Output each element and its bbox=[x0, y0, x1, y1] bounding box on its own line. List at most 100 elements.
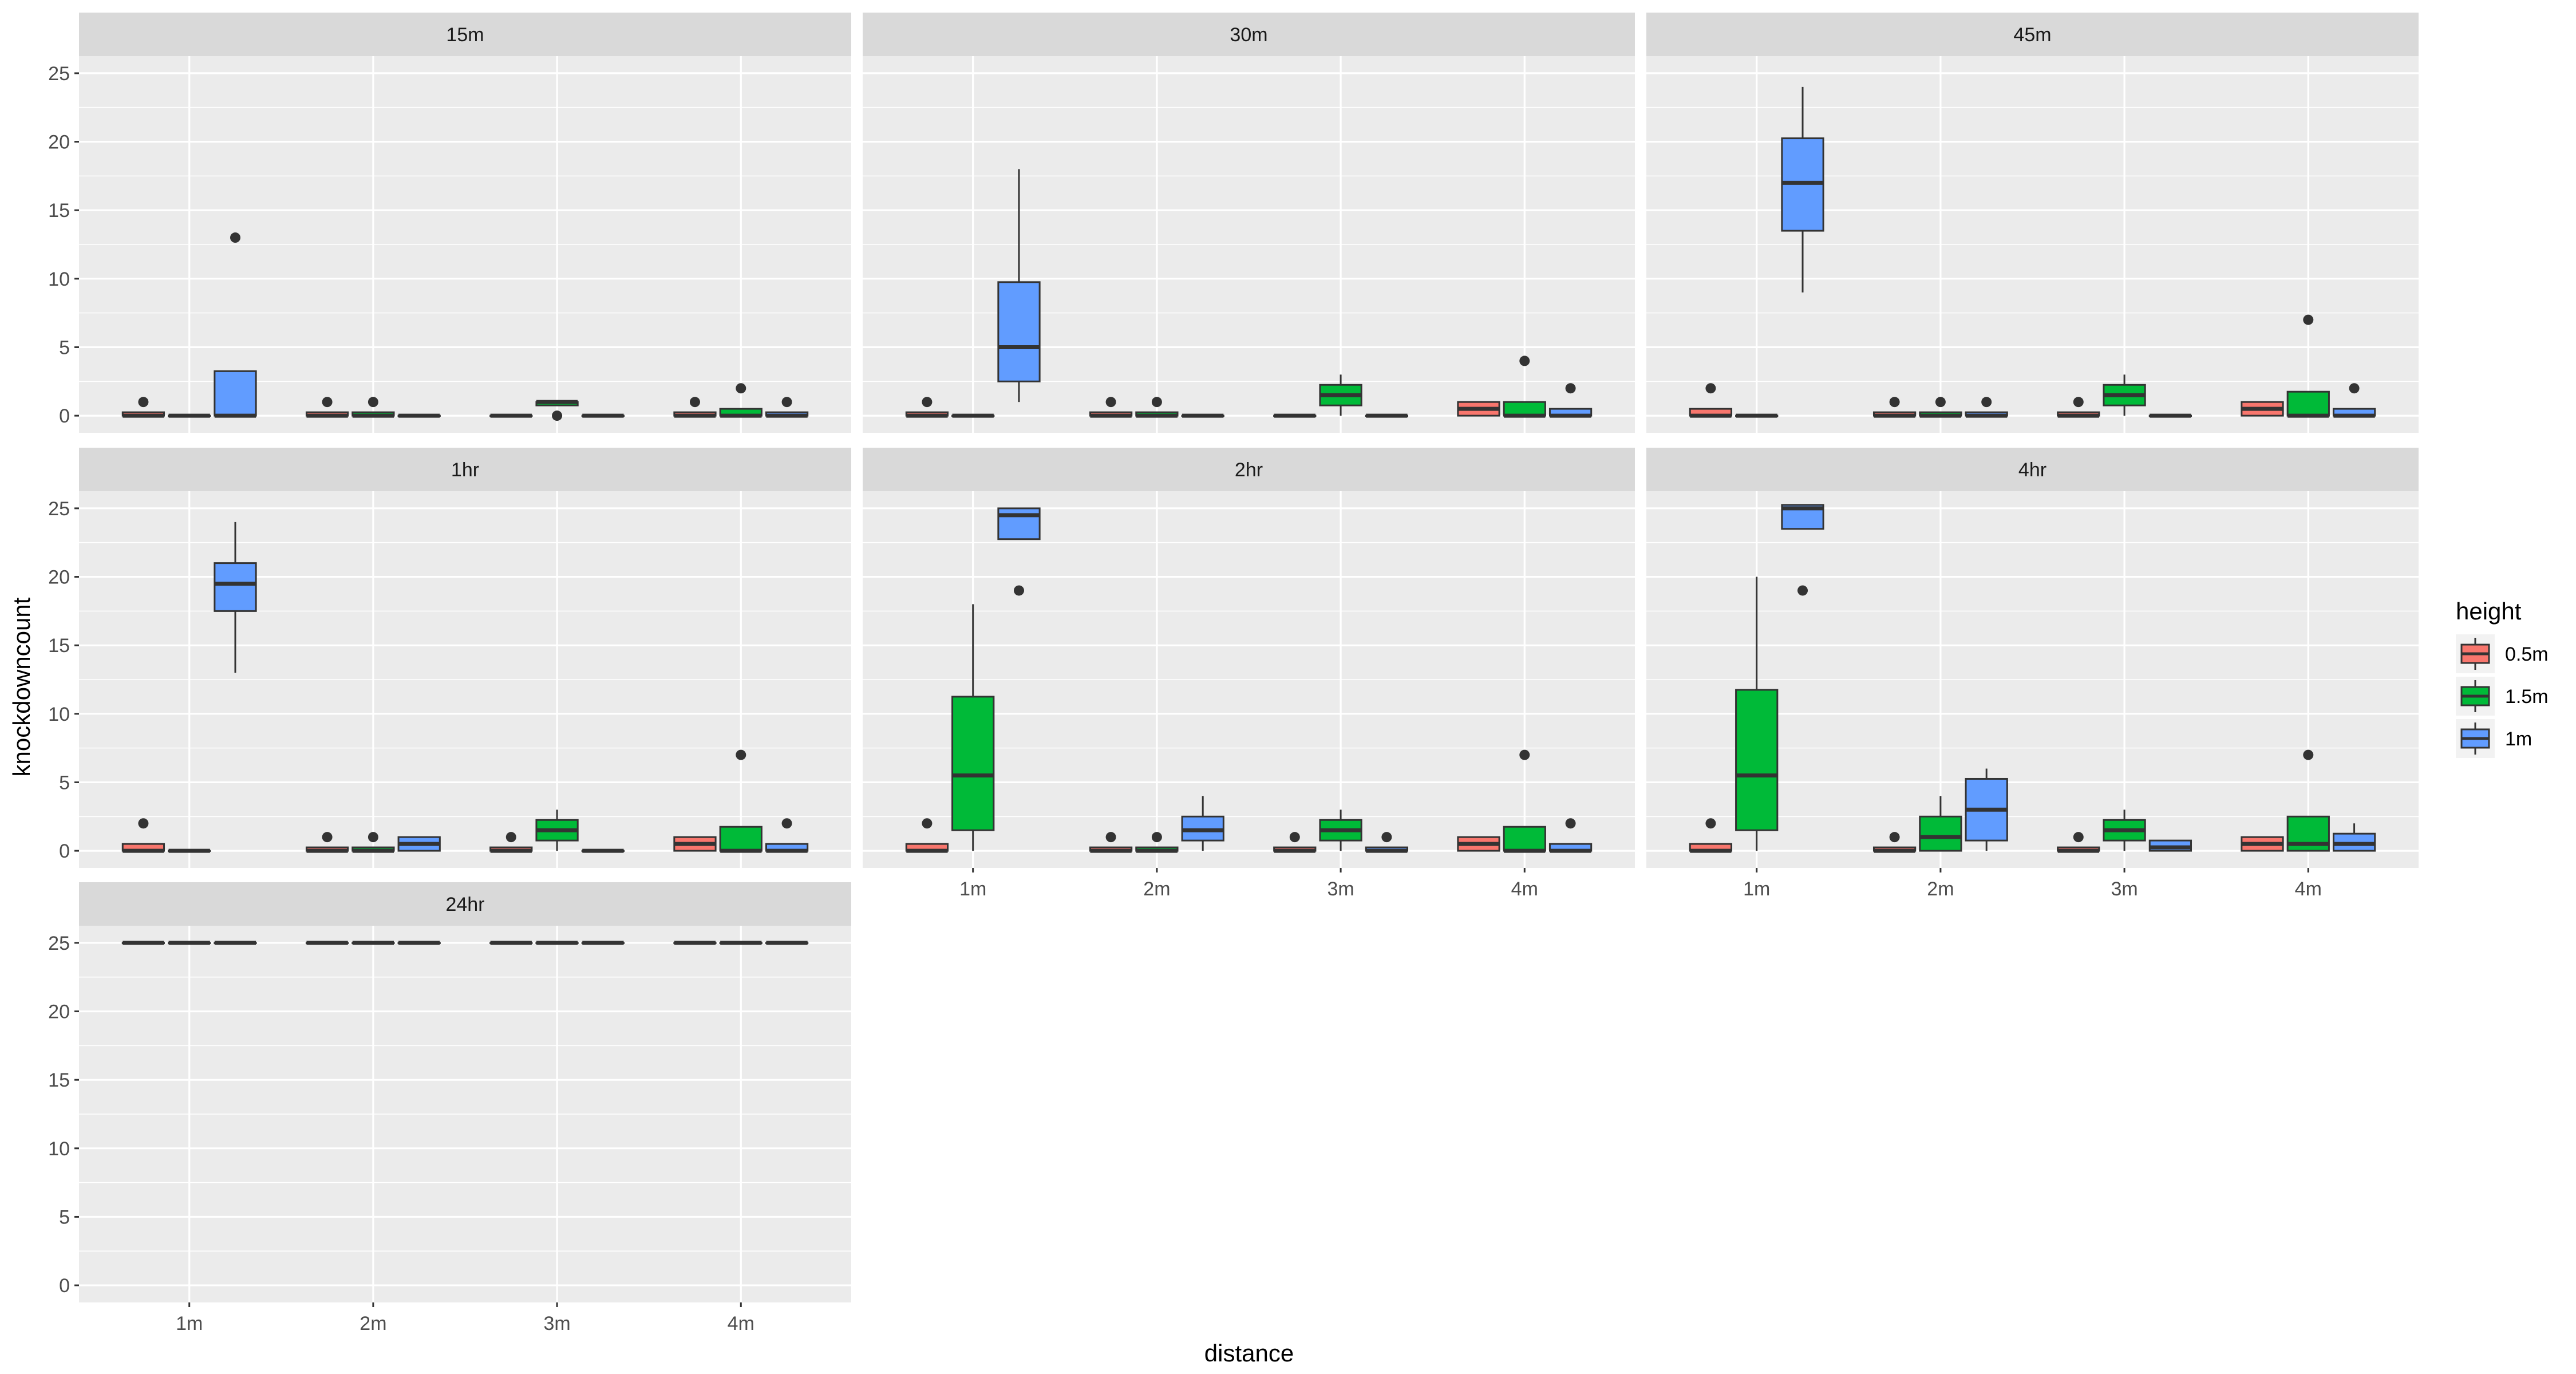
panel-strip-label: 30m bbox=[1230, 24, 1267, 46]
x-tick-label: 1m bbox=[959, 878, 986, 900]
outlier-point bbox=[1519, 749, 1530, 760]
x-tick-label: 3m bbox=[1327, 878, 1354, 900]
box-4m-0.5m bbox=[673, 397, 717, 418]
outlier-point bbox=[1381, 832, 1392, 843]
panel-strip-label: 45m bbox=[2013, 24, 2051, 46]
outlier-point bbox=[2303, 749, 2314, 760]
legend-item-1m: 1m bbox=[2456, 719, 2532, 758]
box-4m-1.5m bbox=[2286, 314, 2330, 418]
x-tick-label: 4m bbox=[2295, 878, 2322, 900]
box-4m-0.5m bbox=[673, 836, 717, 852]
y-tick-label: 5 bbox=[59, 337, 70, 358]
box-body bbox=[1503, 401, 1546, 417]
box-1m-0.5m bbox=[905, 397, 949, 418]
outlier-point bbox=[138, 397, 149, 408]
box-3m-1.5m bbox=[535, 400, 579, 421]
outlier-point bbox=[781, 397, 792, 408]
box-body bbox=[997, 507, 1041, 540]
box-3m-0.5m bbox=[1273, 832, 1317, 853]
x-tick-label: 1m bbox=[1743, 878, 1770, 900]
outlier-point bbox=[1705, 818, 1716, 829]
y-tick-label: 20 bbox=[48, 567, 70, 589]
outlier-point bbox=[1519, 356, 1530, 366]
panel-24hr: 24hr 0 5 10 15 20 25 1m 2m 3m 4m bbox=[48, 882, 851, 1334]
outlier-point bbox=[2073, 832, 2084, 843]
box-3m-0.5m bbox=[2057, 832, 2100, 853]
legend: height 0.5m 1.5m 1m bbox=[2456, 598, 2549, 758]
panel-45m: 45m bbox=[1646, 13, 2419, 433]
box-body bbox=[214, 370, 257, 417]
box-body bbox=[997, 281, 1041, 382]
box-body bbox=[2286, 390, 2330, 417]
x-tick-label: 4m bbox=[1511, 878, 1538, 900]
box-4m-1m bbox=[2332, 383, 2376, 418]
outlier-point bbox=[736, 383, 746, 394]
box-1m-1m bbox=[997, 169, 1041, 402]
x-tick-label: 3m bbox=[2111, 878, 2138, 900]
outlier-point bbox=[2303, 314, 2314, 325]
box-4m-1.5m bbox=[1503, 356, 1546, 418]
y-tick-label: 15 bbox=[48, 635, 70, 657]
outlier-point bbox=[1889, 397, 1900, 408]
box-1m-1m bbox=[214, 232, 257, 418]
panel-strip-label: 24hr bbox=[445, 894, 484, 915]
box-3m-1.5m bbox=[1319, 810, 1362, 851]
legend-title: height bbox=[2456, 598, 2522, 625]
y-axis-title: knockdowncount bbox=[8, 597, 35, 776]
panel-strip bbox=[79, 448, 851, 491]
panel-strip-label: 15m bbox=[446, 24, 484, 46]
panel-strip-label: 2hr bbox=[1235, 459, 1263, 481]
panel-1hr: 1hr 0 5 10 15 20 25 bbox=[48, 448, 851, 868]
box-3m-0.5m bbox=[489, 832, 533, 853]
box-3m-1.5m bbox=[2103, 810, 2146, 851]
y-tick-label: 25 bbox=[48, 63, 70, 85]
outlier-point bbox=[138, 818, 149, 829]
legend-item-0.5m: 0.5m bbox=[2456, 634, 2549, 673]
x-tick-label: 4m bbox=[728, 1313, 754, 1334]
box-2m-1m bbox=[1181, 796, 1224, 851]
box-4m-1.5m bbox=[719, 749, 762, 853]
panel-strip bbox=[79, 13, 851, 56]
box-1m-1.5m bbox=[951, 604, 995, 851]
box-2m-0.5m bbox=[1089, 832, 1133, 853]
x-tick-label: 2m bbox=[1143, 878, 1170, 900]
box-2m-1.5m bbox=[1919, 397, 1962, 418]
outlier-point bbox=[1014, 585, 1025, 596]
outlier-point bbox=[1705, 383, 1716, 394]
y-tick-label: 5 bbox=[59, 772, 70, 793]
panel-4hr: 4hr 1m 2m 3m 4m bbox=[1646, 448, 2419, 900]
y-tick-label: 10 bbox=[48, 704, 70, 725]
outlier-point bbox=[1105, 832, 1116, 843]
legend-item-1.5m: 1.5m bbox=[2456, 677, 2549, 716]
box-body bbox=[214, 562, 257, 612]
x-tick-label: 1m bbox=[176, 1313, 203, 1334]
outlier-point bbox=[505, 832, 516, 843]
y-tick-label: 10 bbox=[48, 1138, 70, 1160]
outlier-point bbox=[322, 832, 333, 843]
outlier-point bbox=[1565, 818, 1576, 829]
y-tick-label: 15 bbox=[48, 200, 70, 222]
box-3m-1.5m bbox=[1319, 374, 1362, 416]
legend-label: 1.5m bbox=[2505, 686, 2549, 708]
panel-strip bbox=[1646, 13, 2419, 56]
box-2m-1.5m bbox=[1919, 796, 1962, 852]
outlier-point bbox=[1797, 585, 1808, 596]
box-4m-0.5m bbox=[1457, 401, 1500, 417]
x-axis-title: distance bbox=[1204, 1340, 1294, 1367]
box-3m-1m bbox=[2148, 839, 2192, 852]
panel-30m: 30m bbox=[863, 13, 1635, 433]
outlier-point bbox=[1981, 397, 1992, 408]
outlier-point bbox=[322, 397, 333, 408]
outlier-point bbox=[2073, 397, 2084, 408]
box-2m-0.5m bbox=[305, 832, 349, 853]
box-4m-1m bbox=[765, 818, 809, 853]
y-tick-label: 0 bbox=[59, 405, 70, 427]
box-1m-1.5m bbox=[1735, 577, 1779, 851]
outlier-point bbox=[736, 749, 746, 760]
box-2m-1m bbox=[1965, 768, 2008, 851]
y-tick-label: 10 bbox=[48, 269, 70, 290]
panel-strip bbox=[79, 882, 851, 926]
outlier-point bbox=[368, 397, 378, 408]
box-4m-1.5m bbox=[1503, 749, 1546, 853]
box-4m-1.5m bbox=[2286, 749, 2330, 852]
